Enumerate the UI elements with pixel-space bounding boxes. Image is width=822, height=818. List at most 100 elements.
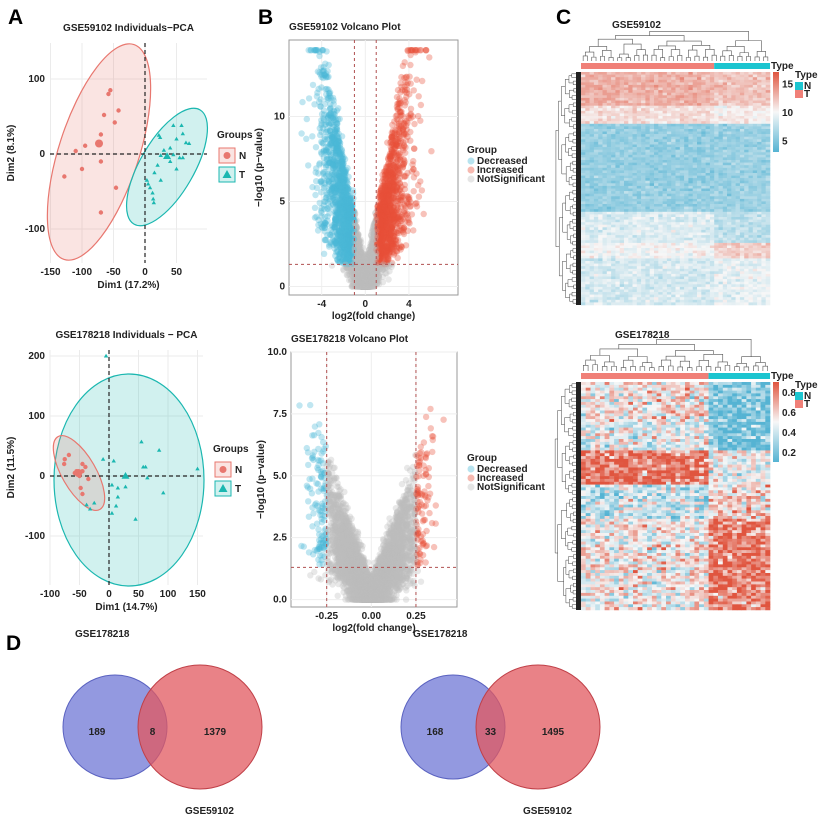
volcano-point	[382, 211, 390, 218]
volcano-point	[368, 260, 375, 268]
legend-label: N	[239, 151, 246, 162]
volcano-point	[305, 95, 313, 102]
legend-marker-triangle	[218, 484, 228, 492]
point-t	[180, 155, 185, 160]
volcano-point	[392, 186, 400, 193]
volcano-point	[357, 283, 364, 290]
y-tick-label: 0.0	[273, 595, 287, 606]
y-tick-label: -100	[25, 224, 45, 235]
volcano-point	[339, 192, 347, 199]
point-t	[115, 494, 121, 499]
y-tick-label: 10.0	[268, 347, 288, 358]
point-t	[151, 200, 157, 205]
volcano-point	[401, 120, 408, 127]
legend-marker	[467, 166, 475, 174]
volcano-point	[364, 251, 371, 258]
volcano-point	[422, 47, 429, 54]
point-t	[161, 148, 167, 152]
volcano-point	[391, 163, 398, 171]
volcano-point	[335, 172, 342, 179]
volcano-point	[354, 248, 361, 256]
volcano-point	[340, 200, 347, 207]
volcano-point	[390, 162, 397, 169]
volcano-point	[303, 115, 310, 123]
volcano-point	[309, 81, 317, 89]
volcano-point	[381, 193, 388, 200]
volcano-point	[407, 111, 414, 119]
point-n	[98, 159, 104, 164]
point-t	[145, 475, 150, 480]
volcano-point	[363, 283, 371, 290]
volcano-point	[309, 133, 316, 140]
volcano-point	[328, 183, 335, 190]
y-tick-label: 100	[28, 411, 45, 422]
volcano-point	[327, 104, 334, 112]
volcano-point	[417, 178, 424, 185]
volcano-point	[328, 262, 336, 269]
volcano-point	[383, 243, 391, 250]
volcano-point	[363, 283, 371, 290]
volcano-point	[398, 214, 405, 221]
volcano-point	[389, 215, 396, 222]
volcano-point	[346, 235, 353, 242]
point-n	[74, 469, 83, 477]
volcano-point	[377, 220, 384, 228]
volcano-point	[341, 184, 348, 191]
volcano-point	[367, 248, 375, 255]
volcano-point	[359, 272, 367, 280]
point-t	[84, 502, 89, 507]
volcano-point	[330, 156, 337, 163]
volcano-point	[344, 264, 351, 271]
volcano-point	[357, 260, 364, 267]
volcano-point	[401, 83, 408, 91]
volcano-point	[377, 222, 385, 229]
volcano-point	[359, 271, 367, 278]
volcano-point	[334, 248, 341, 255]
volcano-point	[346, 206, 354, 213]
volcano-point	[378, 210, 385, 217]
point-n	[95, 139, 104, 148]
point-t	[150, 196, 156, 201]
volcano-point	[408, 168, 416, 175]
volcano-point	[361, 283, 368, 290]
volcano-point	[419, 77, 426, 85]
volcano-point	[401, 172, 408, 180]
volcano-point	[342, 263, 349, 271]
plot-background	[50, 350, 203, 585]
volcano-point	[384, 190, 391, 198]
volcano-point	[393, 209, 400, 216]
point-t	[103, 353, 109, 358]
volcano-point	[367, 261, 374, 268]
volcano-point	[420, 210, 427, 218]
volcano-point	[327, 139, 334, 147]
volcano-point	[385, 211, 393, 218]
volcano-point	[407, 137, 414, 144]
volcano-point	[338, 147, 346, 155]
volcano-point	[362, 270, 370, 278]
volcano-point	[375, 225, 382, 233]
volcano-point	[361, 283, 368, 290]
volcano-point	[367, 256, 374, 264]
volcano-point	[366, 271, 373, 278]
volcano-point	[413, 199, 420, 207]
volcano-point	[326, 243, 333, 250]
volcano-point	[367, 245, 374, 252]
volcano-point	[388, 134, 395, 141]
volcano-point	[409, 161, 416, 168]
legend-marker-triangle	[222, 170, 232, 178]
point-n	[80, 461, 85, 467]
volcano-point	[303, 135, 310, 142]
volcano-point	[332, 119, 339, 126]
volcano-point	[394, 117, 402, 124]
volcano-point	[389, 130, 396, 137]
volcano-point	[396, 108, 403, 116]
legend-title: Group	[467, 145, 497, 156]
volcano-point	[332, 146, 340, 154]
volcano-point	[377, 236, 385, 243]
volcano-point	[385, 156, 392, 163]
volcano-point	[401, 130, 408, 138]
volcano-point	[381, 198, 388, 205]
point-t	[100, 457, 106, 461]
volcano-point	[342, 213, 349, 220]
volcano-point	[366, 252, 373, 260]
